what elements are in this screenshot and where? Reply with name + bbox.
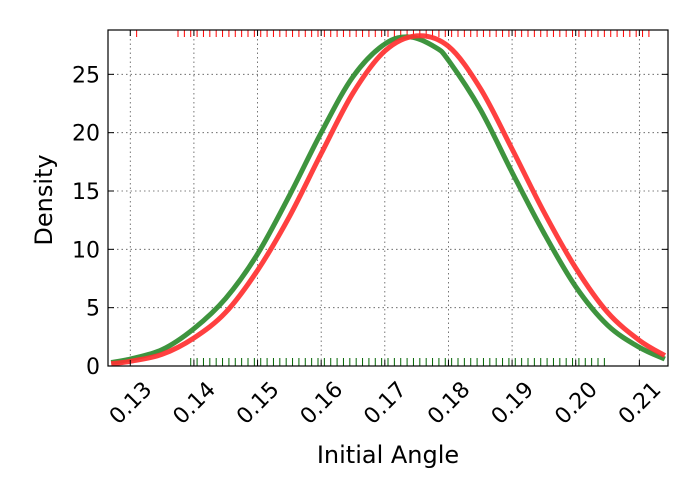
y-tick-label: 5 <box>86 297 100 322</box>
y-tick-label: 10 <box>72 238 100 263</box>
density-curve-2 <box>110 33 667 366</box>
y-tick-label: 25 <box>72 63 100 88</box>
y-axis-title: Density <box>30 154 58 245</box>
density-curves <box>110 33 667 366</box>
y-tick-label: 0 <box>86 355 100 380</box>
y-tick-label: 15 <box>72 180 100 205</box>
rug-marks <box>136 30 650 366</box>
density-curve-1 <box>110 34 666 365</box>
x-axis-title: Initial Angle <box>317 441 459 469</box>
y-tick-label: 20 <box>72 122 100 147</box>
plot-frame <box>107 29 669 367</box>
